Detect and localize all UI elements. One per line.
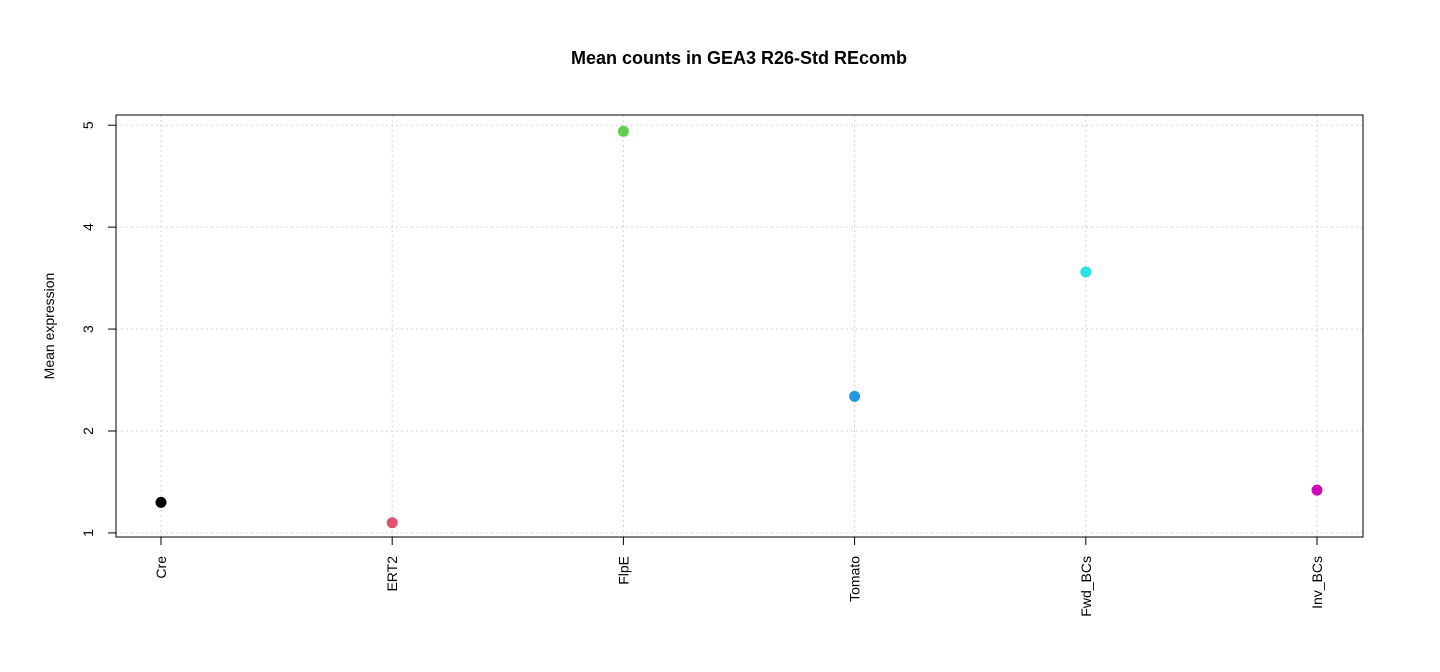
chart-title: Mean counts in GEA3 R26-Std REcomb	[571, 48, 907, 68]
x-tick-label: Tomato	[847, 556, 863, 602]
y-tick-label: 5	[80, 121, 96, 129]
x-tick-label: Inv_BCs	[1309, 556, 1325, 609]
x-tick-label: Fwd_BCs	[1078, 556, 1094, 617]
y-axis-ticks: 1 2 3 4 5	[80, 121, 116, 537]
y-tick-label: 3	[80, 325, 96, 333]
y-axis-label: Mean expression	[41, 273, 57, 380]
y-tick-label: 1	[80, 529, 96, 537]
data-point-cre	[155, 496, 167, 508]
y-tick-label: 4	[80, 223, 96, 231]
x-axis-ticks: Cre ERT2 FlpE Tomato Fwd_BCs Inv_BCs	[153, 537, 1325, 617]
data-point-flpe	[617, 125, 629, 137]
data-points	[155, 125, 1323, 529]
x-tick-label: ERT2	[384, 556, 400, 592]
data-point-tomato	[849, 390, 861, 402]
plot-frame	[115, 114, 1364, 538]
data-point-ert2	[386, 517, 398, 529]
x-tick-label: FlpE	[615, 556, 631, 585]
data-point-fwd-bcs	[1080, 266, 1092, 278]
grid	[116, 115, 1363, 537]
data-point-inv-bcs	[1311, 484, 1323, 496]
y-tick-label: 2	[80, 427, 96, 435]
x-tick-label: Cre	[153, 556, 169, 579]
